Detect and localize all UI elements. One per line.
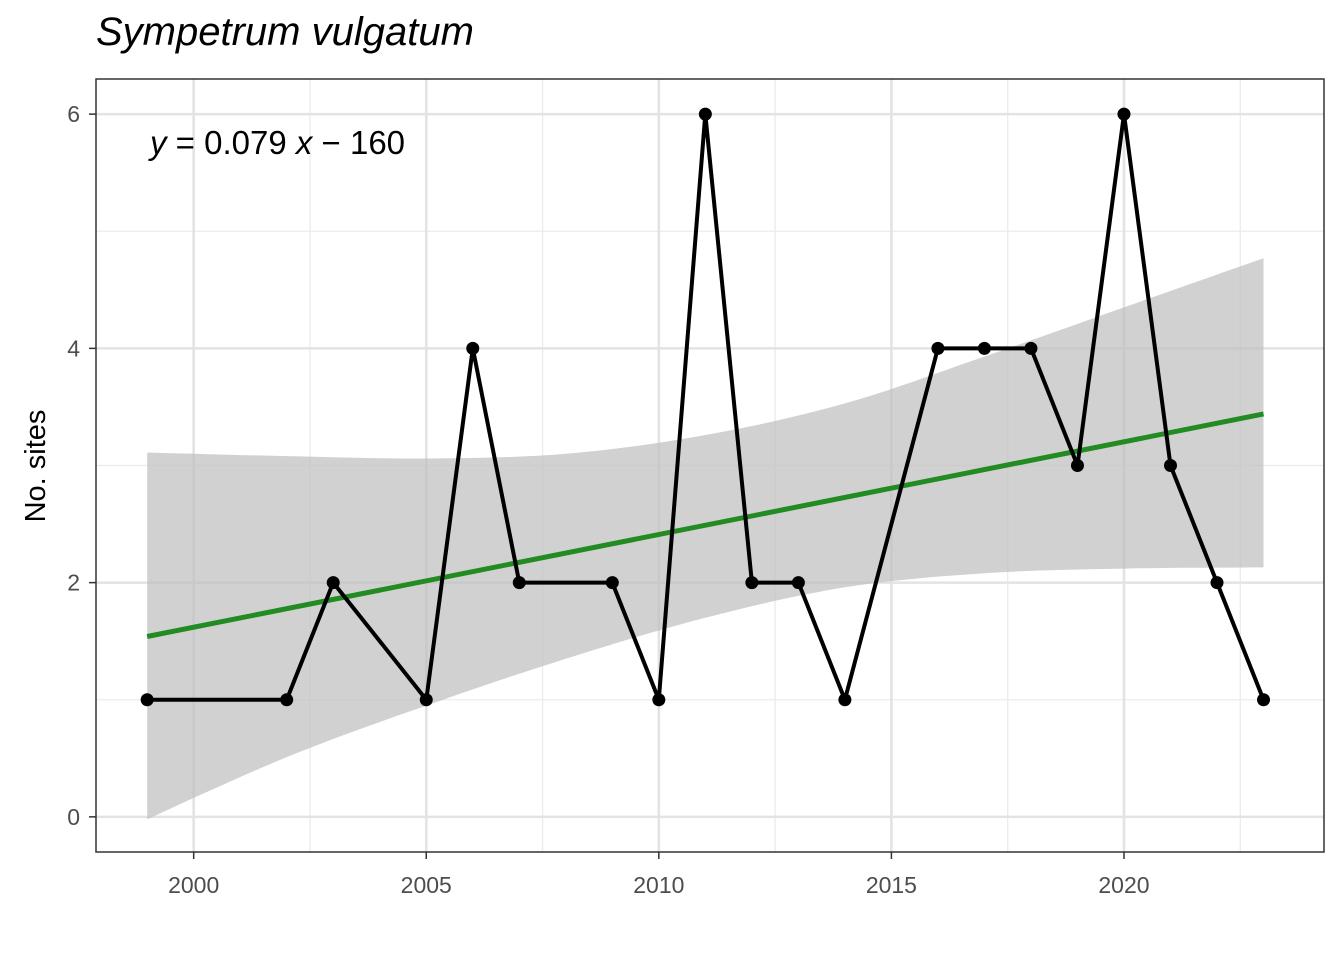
equation-variable: y <box>148 124 169 161</box>
data-point <box>791 576 805 590</box>
equation-text: = 0.079 <box>167 124 296 161</box>
data-point <box>1210 576 1224 590</box>
confidence-band-layer <box>147 258 1264 820</box>
data-point <box>140 693 154 707</box>
regression-equation: y = 0.079 x − 160 <box>148 124 405 161</box>
data-point <box>1070 459 1084 472</box>
points-layer <box>140 107 1271 707</box>
x-tick-label: 2000 <box>168 872 219 898</box>
data-point <box>1024 341 1038 355</box>
confidence-band <box>147 258 1264 820</box>
x-tick-label: 2010 <box>633 872 684 898</box>
data-point <box>698 107 712 121</box>
series-layer <box>147 112 1266 702</box>
x-tick-label: 2005 <box>401 872 452 898</box>
data-point <box>326 576 340 590</box>
series-line <box>147 112 1266 702</box>
axes-layer: 2000 2005 2010 2015 2020 0 2 4 6 <box>67 78 1325 898</box>
y-tick-label: 4 <box>67 335 80 361</box>
data-point <box>466 341 480 355</box>
data-point <box>419 693 433 707</box>
data-point <box>1257 693 1271 707</box>
y-axis-title: No. sites <box>20 410 52 523</box>
data-point <box>280 693 294 707</box>
data-point <box>838 693 852 707</box>
data-point <box>605 576 619 590</box>
data-point <box>512 576 526 590</box>
y-tick-label: 6 <box>67 101 80 127</box>
data-point <box>977 341 991 355</box>
y-tick-label: 2 <box>67 570 80 596</box>
equation-text: − 160 <box>312 124 405 161</box>
x-tick-label: 2015 <box>866 872 917 898</box>
equation-variable: x <box>294 124 314 161</box>
data-point <box>931 341 945 355</box>
data-point <box>745 576 759 590</box>
data-point <box>1117 107 1131 121</box>
data-point <box>652 693 666 707</box>
y-tick-label: 0 <box>67 804 80 830</box>
x-tick-label: 2020 <box>1098 872 1149 898</box>
data-point <box>1164 459 1177 472</box>
plot-border <box>95 78 1325 853</box>
chart-title: Sympetrum vulgatum <box>96 10 474 54</box>
